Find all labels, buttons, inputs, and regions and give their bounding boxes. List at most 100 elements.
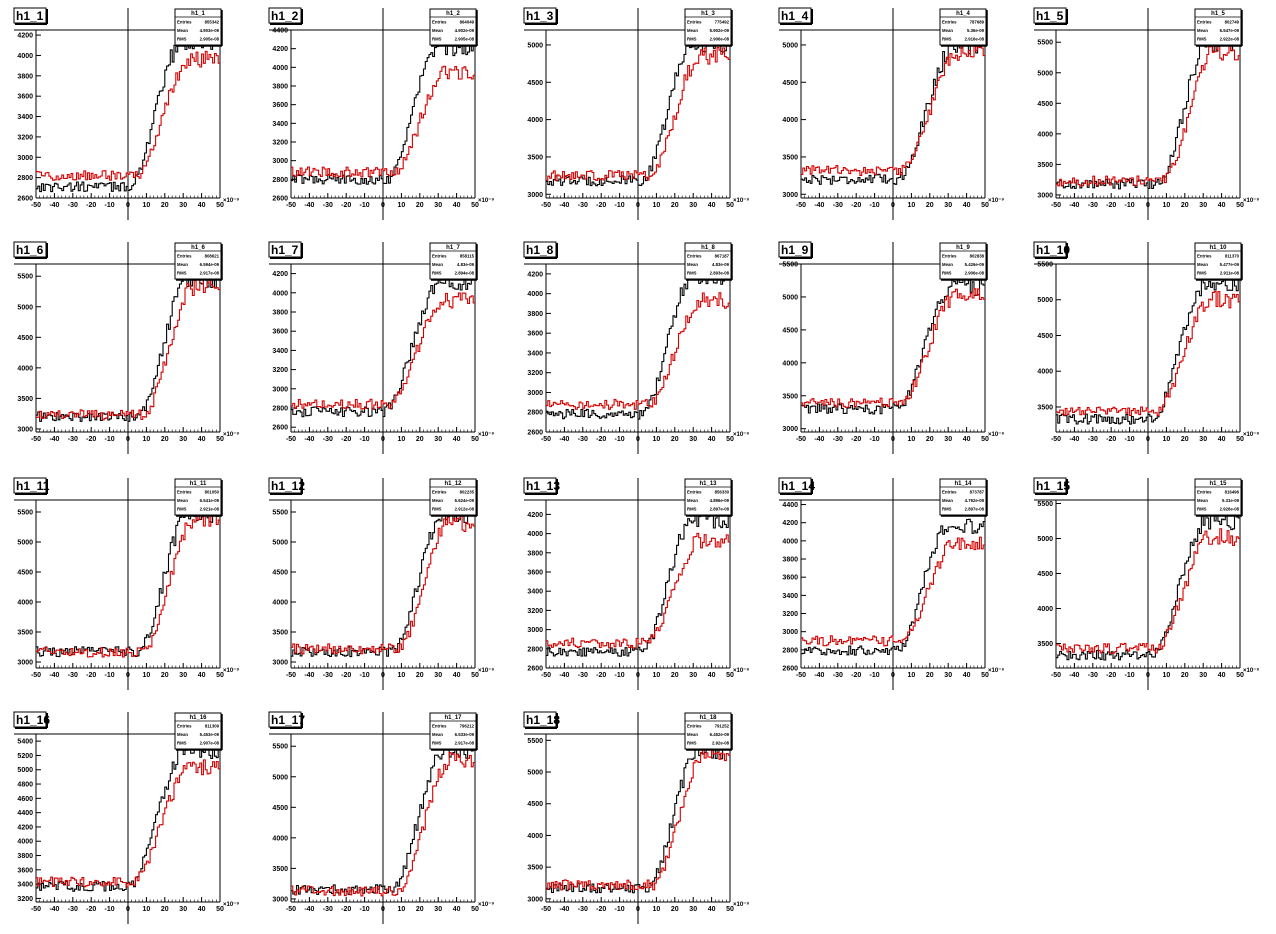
stats-title: h1_4 <box>956 11 970 17</box>
y-tick-label: 3800 <box>17 853 33 860</box>
stats-label: Mean <box>177 498 188 503</box>
stats-label: Mean <box>687 28 698 33</box>
x-tick-label: 20 <box>416 672 424 679</box>
y-tick-label: 3800 <box>272 84 288 91</box>
stats-box: h1_12 Entries 802235 Mean 6.624e-09 RMS 2.912e… <box>429 478 478 517</box>
x-exponent: ×10⁻⁹ <box>733 668 749 674</box>
x-tick-label: 30 <box>434 436 442 443</box>
y-tick-label: 2600 <box>272 425 288 432</box>
x-tick-label: 40 <box>708 906 716 913</box>
y-tick-label: 2600 <box>782 666 798 673</box>
y-tick-label: 3000 <box>1037 192 1053 199</box>
stats-label: RMS <box>432 37 442 42</box>
y-tick-label: 5000 <box>17 767 33 774</box>
y-tick-label: 4000 <box>17 53 33 60</box>
x-tick-label: 50 <box>216 436 224 443</box>
y-tick-label: 3400 <box>782 593 798 600</box>
x-tick-label: -50 <box>1051 202 1061 209</box>
x-tick-label: -10 <box>360 202 370 209</box>
stats-title: h1_1 <box>191 11 205 17</box>
y-tick-label: 4200 <box>527 512 543 519</box>
y-tick-label: 2800 <box>782 647 798 654</box>
y-tick-label: 5000 <box>17 304 33 311</box>
pad-title-text: h1_16 <box>16 713 50 727</box>
stats-title: h1_8 <box>701 245 715 251</box>
stats-frame <box>429 8 477 46</box>
histogram-red-series <box>36 50 220 181</box>
x-tick-label: 20 <box>926 672 934 679</box>
y-tick-label: 4000 <box>17 600 33 607</box>
stats-label: Entries <box>432 490 447 495</box>
pad-title-text: h1_4 <box>781 9 809 23</box>
stats-label: Entries <box>942 254 957 259</box>
y-tick-label: 4500 <box>527 801 543 808</box>
pad-title-text: h1_9 <box>781 243 809 257</box>
x-tick-label: -10 <box>360 672 370 679</box>
x-tick-label: 10 <box>1163 672 1171 679</box>
x-tick-label: 40 <box>198 202 206 209</box>
x-tick-label: 20 <box>1181 436 1189 443</box>
x-tick-label: 50 <box>216 202 224 209</box>
stats-frame <box>429 242 477 280</box>
stats-label: RMS <box>1197 507 1207 512</box>
x-tick-label: -20 <box>596 906 606 913</box>
x-tick-label: -30 <box>323 672 333 679</box>
stats-label: Entries <box>1197 254 1212 259</box>
histogram-black-series <box>801 278 985 415</box>
x-tick-label: -20 <box>596 672 606 679</box>
stats-label: RMS <box>177 37 187 42</box>
x-tick-label: 20 <box>416 906 424 913</box>
histogram-panel: h1_4 -50 -40 -30 -20 -10 0 10 20 30 40 50×10⁻⁹ 3000 3… <box>778 7 1004 220</box>
stats-label: Entries <box>687 20 702 25</box>
stats-value: 855342 <box>205 20 220 25</box>
x-tick-label: -20 <box>86 672 96 679</box>
pad-title-text: h1_15 <box>1036 479 1070 493</box>
stats-box: h1_14 Entries 873787 Mean 4.762e-09 RMS 2.897e… <box>939 478 988 517</box>
x-tick-label: 20 <box>926 436 934 443</box>
pad-title: h1_12 <box>268 477 305 495</box>
stats-label: Entries <box>942 490 957 495</box>
histogram-red-series <box>1056 44 1240 187</box>
stats-label: Entries <box>687 490 702 495</box>
histogram-red-series <box>1056 528 1240 654</box>
x-tick-label: -40 <box>559 436 569 443</box>
y-tick-label: 4400 <box>782 502 798 509</box>
stats-label: RMS <box>432 741 442 746</box>
x-tick-label: 30 <box>179 436 187 443</box>
y-tick-label: 3400 <box>527 589 543 596</box>
x-tick-label: 10 <box>143 672 151 679</box>
stats-frame <box>939 478 987 516</box>
y-tick-label: 3800 <box>17 73 33 80</box>
y-tick-label: 3400 <box>17 114 33 121</box>
x-tick-label: -50 <box>1051 436 1061 443</box>
x-tick-label: 0 <box>381 436 385 443</box>
stats-box: h1_13 Entries 856330 Mean 4.896e-09 RMS 2.897e… <box>684 478 733 517</box>
stats-value: 867187 <box>715 254 730 259</box>
y-tick-label: 3200 <box>272 140 288 147</box>
x-tick-label: -50 <box>1051 672 1061 679</box>
pad-title: h1_3 <box>523 7 558 25</box>
y-tick-label: 4500 <box>782 80 798 87</box>
stats-value: 6.547e-09 <box>1220 28 1240 33</box>
stats-title: h1_13 <box>699 481 717 487</box>
stats-frame <box>1194 8 1242 46</box>
y-tick-label: 3500 <box>527 865 543 872</box>
x-tick-label: -40 <box>559 672 569 679</box>
x-tick-label: 30 <box>1199 672 1207 679</box>
y-tick-label: 4500 <box>17 335 33 342</box>
stats-label: Entries <box>1197 490 1212 495</box>
stats-label: Mean <box>687 262 698 267</box>
y-tick-label: 4400 <box>272 28 288 35</box>
x-tick-label: 40 <box>1218 202 1226 209</box>
stats-label: Mean <box>687 732 698 737</box>
pad-title: h1_16 <box>13 711 50 729</box>
y-tick-label: 3000 <box>17 660 33 667</box>
x-tick-label: -10 <box>105 202 115 209</box>
stats-value: 2.893e-08 <box>710 271 730 276</box>
x-tick-label: 0 <box>126 202 130 209</box>
stats-frame <box>939 242 987 280</box>
stats-value: 2.917e-08 <box>455 741 475 746</box>
stats-frame <box>684 8 732 46</box>
y-tick-label: 3000 <box>272 158 288 165</box>
stats-value: 802838 <box>970 254 985 259</box>
